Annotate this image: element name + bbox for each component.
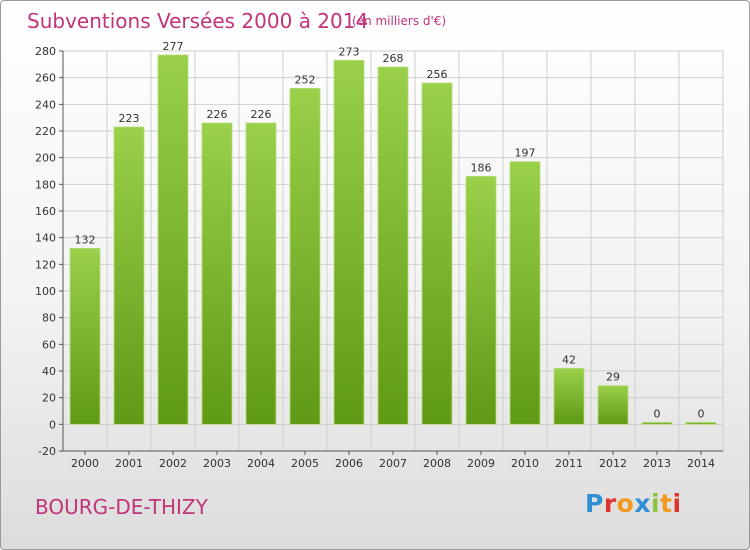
data-label: 0 [654, 407, 661, 420]
labels: 132 223 277 226 226 252 273 268 256 186 197 42 29 0 0 [75, 40, 705, 420]
y-tick-label: 220 [35, 125, 56, 138]
y-tick-label: 60 [42, 338, 56, 351]
x-tick-label: 2003 [203, 457, 231, 470]
data-label: 197 [515, 147, 536, 160]
x-tick-label: 2012 [599, 457, 627, 470]
y-tick-label: 260 [35, 72, 56, 85]
data-label: 273 [339, 45, 360, 58]
x-tick-label: 2005 [291, 457, 319, 470]
bar [685, 421, 717, 425]
bar [641, 421, 673, 425]
bar [289, 87, 321, 425]
logo-letter: r [603, 489, 617, 518]
data-label: 226 [251, 108, 272, 121]
y-tick-label: 40 [42, 365, 56, 378]
logo-letter: o [616, 489, 635, 518]
bar [201, 122, 233, 425]
bar [553, 367, 585, 425]
y-tick-label: 120 [35, 258, 56, 271]
x-tick-label: 2011 [555, 457, 583, 470]
x-tick-label: 2010 [511, 457, 539, 470]
y-tick-label: 0 [49, 418, 56, 431]
bar [465, 175, 497, 425]
data-label: 0 [698, 407, 705, 420]
y-tick-label: 240 [35, 98, 56, 111]
bar [69, 247, 101, 425]
data-label: 132 [75, 233, 96, 246]
x-tick-label: 2014 [687, 457, 715, 470]
bar [157, 54, 189, 425]
bar [245, 122, 277, 425]
x-tick-label: 2001 [115, 457, 143, 470]
y-tick-label: 80 [42, 312, 56, 325]
logo-letter: P [585, 489, 604, 518]
bar [597, 385, 629, 425]
x-tick-label: 2000 [71, 457, 99, 470]
y-tick-label: 100 [35, 285, 56, 298]
y-tick-label: 180 [35, 178, 56, 191]
bars [69, 54, 717, 425]
commune-name: BOURG-DE-THIZY [35, 495, 208, 519]
data-label: 277 [163, 40, 184, 53]
y-tick-label: -20 [38, 445, 56, 458]
data-label: 268 [383, 52, 404, 65]
chart-title: Subventions Versées 2000 à 2014 [27, 9, 369, 33]
bar [113, 126, 145, 425]
logo-letter: x [634, 489, 651, 518]
bar [509, 161, 541, 425]
x-tick-label: 2009 [467, 457, 495, 470]
data-label: 223 [119, 112, 140, 125]
data-label: 226 [207, 108, 228, 121]
x-tick-label: 2002 [159, 457, 187, 470]
y-tick-label: 20 [42, 392, 56, 405]
y-tick-label: 160 [35, 205, 56, 218]
bar [421, 82, 453, 425]
y-tick-label: 280 [35, 45, 56, 58]
data-label: 256 [427, 68, 448, 81]
y-tick-label: 200 [35, 152, 56, 165]
logo-letter: i [672, 489, 682, 518]
axes: -20 0 20 40 60 80 100 120 140 160 180 200 220 240 260 2… [35, 45, 723, 470]
data-label: 252 [295, 73, 316, 86]
chart-unit: (en milliers d'€) [352, 14, 447, 28]
y-tick-label: 140 [35, 232, 56, 245]
x-tick-label: 2008 [423, 457, 451, 470]
proxiti-logo: Proxiti [585, 489, 682, 518]
data-label: 29 [606, 371, 620, 384]
x-tick-label: 2006 [335, 457, 363, 470]
logo-letter: i [651, 489, 661, 518]
data-label: 42 [562, 353, 576, 366]
bar [333, 59, 365, 425]
data-label: 186 [471, 161, 492, 174]
x-tick-label: 2013 [643, 457, 671, 470]
x-tick-label: 2004 [247, 457, 275, 470]
logo-letter: t [660, 489, 673, 518]
x-tick-label: 2007 [379, 457, 407, 470]
bar [377, 66, 409, 425]
